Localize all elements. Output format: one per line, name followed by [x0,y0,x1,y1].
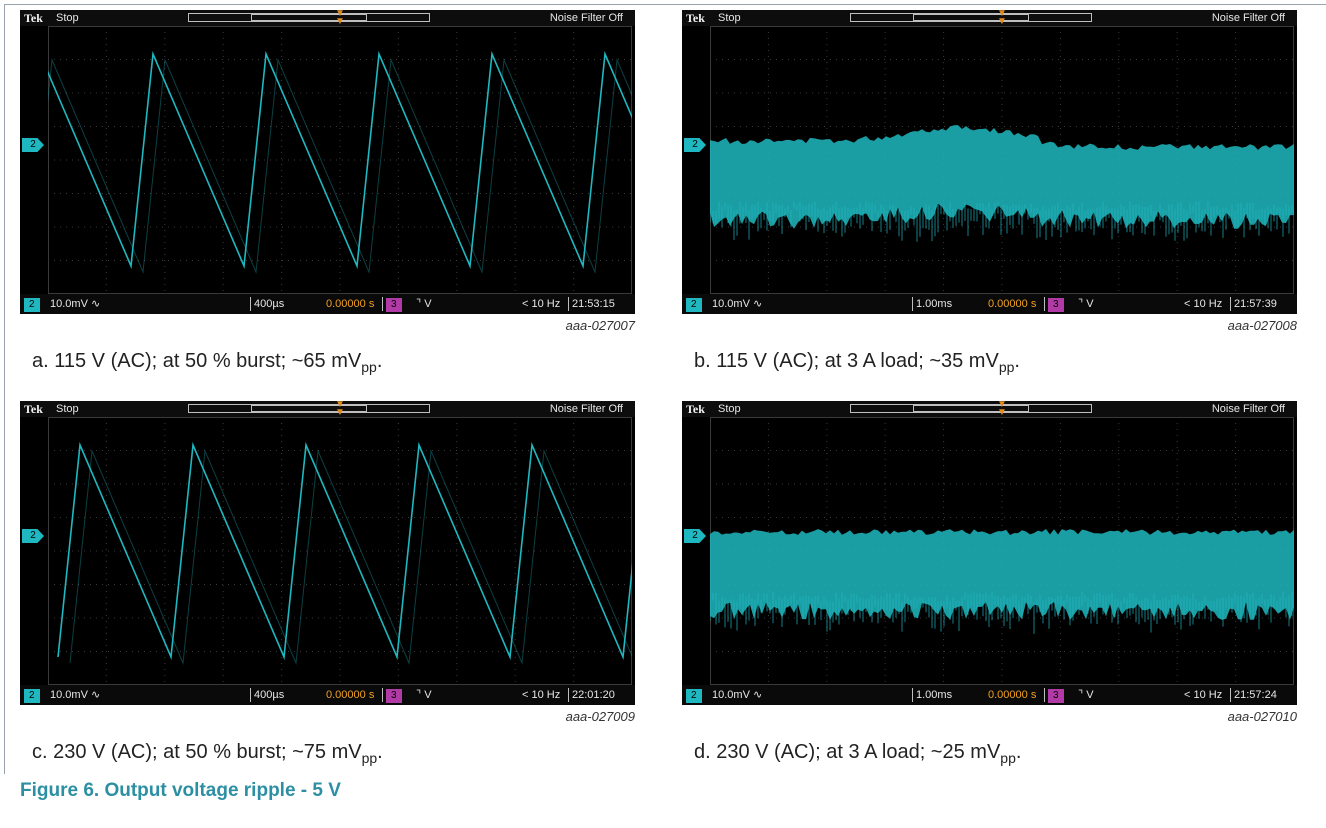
page-top-rule [4,4,1326,5]
panel-caption: d. 230 V (AC); at 3 A load; ~25 mVpp. [694,741,1022,766]
channel-2-ground-marker: 2 [22,529,44,543]
waveform-trace [710,417,1294,685]
waveform-trace [710,26,1294,294]
brand-logo: Tek [24,402,43,416]
noise-band-trace [710,529,1294,620]
timebase: 1.00ms [916,298,953,310]
brand-logo: Tek [686,11,705,25]
brand-logo: Tek [686,402,705,416]
page-left-rule [4,4,5,774]
sawtooth-trace [57,441,632,661]
trigger-position-icon: ▼ ▼ [335,10,345,27]
run-state: Stop [718,403,741,415]
run-state: Stop [56,12,79,24]
timebase: 1.00ms [916,689,953,701]
panel-caption: c. 230 V (AC); at 50 % burst; ~75 mVpp. [32,741,383,766]
volts-per-div: 10.0mV ∿ [50,689,101,701]
timebase: 400µs [254,298,285,310]
record-view-bar [850,13,1092,22]
trigger-level: ⌝ V [1078,298,1094,310]
run-state: Stop [56,403,79,415]
figure-id: aaa-027008 [1227,318,1297,333]
scope-top-bar: Tek Stop ▼ ▼ Noise Filter Off [20,401,635,418]
channel-badge: 2 [686,294,702,314]
clock-time: 22:01:20 [572,689,615,701]
scope-top-bar: Tek Stop ▼ ▼ Noise Filter Off [682,10,1297,27]
oscilloscope-screen: Tek Stop ▼ ▼ Noise Filter Off 2 2 10.0mV … [682,401,1297,705]
oscilloscope-screen: Tek Stop ▼ ▼ Noise Filter Off 2 2 10.0mV … [20,10,635,314]
record-view-bar [188,404,430,413]
record-view-bar [188,13,430,22]
scope-top-bar: Tek Stop ▼ ▼ Noise Filter Off [682,401,1297,418]
trigger-channel-badge: 3 [1048,685,1064,705]
volts-per-div: 10.0mV ∿ [712,689,763,701]
oscilloscope-screen: Tek Stop ▼ ▼ Noise Filter Off 2 2 10.0mV … [682,10,1297,314]
brand-logo: Tek [24,11,43,25]
figure-title: Figure 6. Output voltage ripple - 5 V [20,780,341,801]
figure-id: aaa-027007 [565,318,635,333]
trigger-position: 0.00000 s [988,689,1037,701]
trigger-frequency: < 10 Hz [522,298,561,310]
noise-filter-status: Noise Filter Off [549,403,623,415]
channel-2-ground-marker: 2 [22,138,44,152]
scope-top-bar: Tek Stop ▼ ▼ Noise Filter Off [20,10,635,27]
trigger-channel-badge: 3 [386,294,402,314]
trigger-position: 0.00000 s [326,298,375,310]
channel-badge: 2 [24,294,40,314]
panel-caption: b. 115 V (AC); at 3 A load; ~35 mVpp. [694,350,1020,375]
sawtooth-trace [48,50,632,270]
channel-badge: 2 [24,685,40,705]
figure-id: aaa-027009 [565,709,635,724]
clock-time: 21:53:15 [572,298,615,310]
trigger-frequency: < 10 Hz [522,689,561,701]
scope-status-bar: 2 10.0mV ∿ 400µs 0.00000 s 3 ⌝ V < 10 Hz… [20,294,635,314]
trigger-level: ⌝ V [416,298,432,310]
noise-filter-status: Noise Filter Off [1211,12,1285,24]
noise-filter-status: Noise Filter Off [1211,403,1285,415]
waveform-trace [48,26,632,294]
trigger-frequency: < 10 Hz [1184,298,1223,310]
timebase: 400µs [254,689,285,701]
figure-id: aaa-027010 [1227,709,1297,724]
scope-status-bar: 2 10.0mV ∿ 1.00ms 0.00000 s 3 ⌝ V < 10 H… [682,294,1297,314]
sawtooth-persistence [69,449,632,665]
scope-status-bar: 2 10.0mV ∿ 1.00ms 0.00000 s 3 ⌝ V < 10 H… [682,685,1297,705]
volts-per-div: 10.0mV ∿ [50,298,101,310]
clock-time: 21:57:39 [1234,298,1277,310]
trigger-level: ⌝ V [416,689,432,701]
trigger-frequency: < 10 Hz [1184,689,1223,701]
sawtooth-persistence [48,58,632,274]
oscilloscope-screen: Tek Stop ▼ ▼ Noise Filter Off 2 2 10.0mV … [20,401,635,705]
noise-band-trace [710,125,1294,229]
noise-filter-status: Noise Filter Off [549,12,623,24]
channel-2-ground-marker: 2 [684,138,706,152]
trigger-channel-badge: 3 [1048,294,1064,314]
panel-caption: a. 115 V (AC); at 50 % burst; ~65 mVpp. [32,350,383,375]
record-view-bar [850,404,1092,413]
scope-status-bar: 2 10.0mV ∿ 400µs 0.00000 s 3 ⌝ V < 10 Hz… [20,685,635,705]
run-state: Stop [718,12,741,24]
trigger-position-icon: ▼ ▼ [335,401,345,418]
channel-2-ground-marker: 2 [684,529,706,543]
trigger-position: 0.00000 s [326,689,375,701]
trigger-position: 0.00000 s [988,298,1037,310]
waveform-trace [48,417,632,685]
channel-badge: 2 [686,685,702,705]
clock-time: 21:57:24 [1234,689,1277,701]
trigger-level: ⌝ V [1078,689,1094,701]
trigger-position-icon: ▼ ▼ [997,10,1007,27]
trigger-position-icon: ▼ ▼ [997,401,1007,418]
volts-per-div: 10.0mV ∿ [712,298,763,310]
trigger-channel-badge: 3 [386,685,402,705]
